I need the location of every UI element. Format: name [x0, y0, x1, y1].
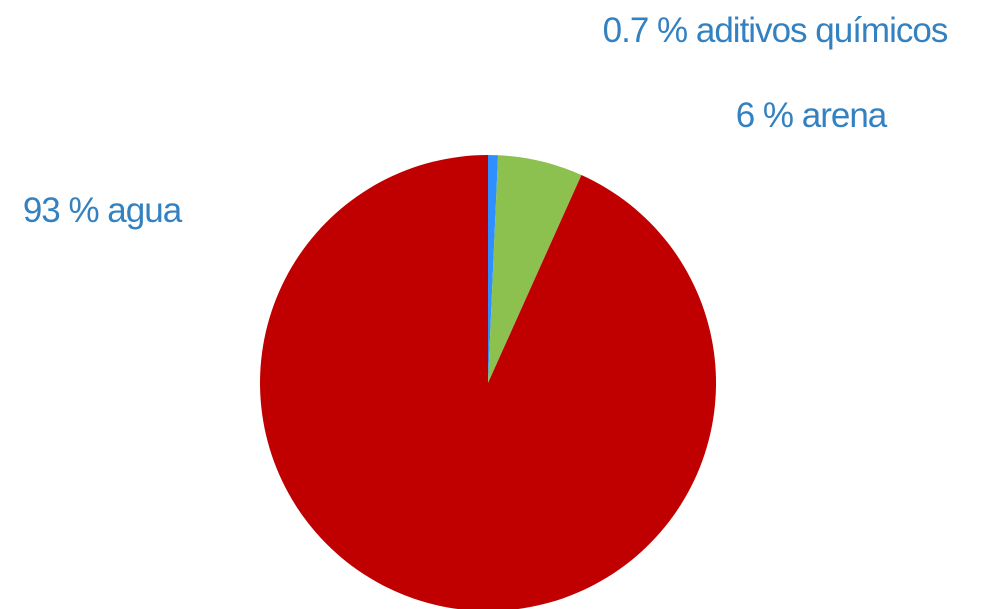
pie-slices — [260, 155, 717, 609]
slice-label-agua: 93 % agua — [23, 191, 183, 230]
slice-label-arena: 6 % arena — [736, 96, 888, 135]
slice-label-aditivos: 0.7 % aditivos químicos — [603, 11, 948, 50]
pie-slice-agua — [260, 155, 717, 609]
pie-slice-arena — [488, 155, 582, 383]
pie-slice-aditivos — [488, 155, 499, 383]
